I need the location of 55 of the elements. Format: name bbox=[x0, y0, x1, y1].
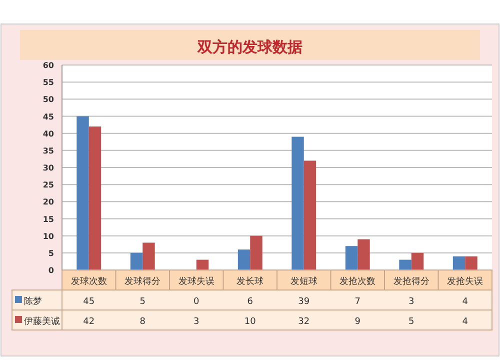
bar bbox=[345, 246, 358, 270]
legend-label: 伊藤美诚 bbox=[24, 316, 60, 327]
bar bbox=[130, 252, 143, 270]
bar bbox=[88, 126, 102, 270]
data-label: 3 bbox=[408, 297, 414, 307]
data-label: 6 bbox=[247, 297, 254, 307]
y-tick-label: 35 bbox=[42, 146, 54, 156]
data-label: 8 bbox=[140, 317, 146, 327]
x-tick-label: 发球次数 bbox=[70, 276, 107, 287]
data-label: 39 bbox=[298, 297, 310, 307]
y-tick-label: 45 bbox=[42, 112, 54, 122]
y-tick-label: 15 bbox=[42, 214, 54, 224]
data-label: 42 bbox=[83, 317, 95, 327]
y-tick-label: 20 bbox=[42, 198, 54, 207]
bar bbox=[304, 160, 316, 270]
x-tick-label: 发球失误 bbox=[178, 276, 214, 287]
bar bbox=[292, 136, 304, 270]
x-tick-label: 发短球 bbox=[290, 276, 318, 287]
bar bbox=[196, 260, 209, 270]
bar bbox=[411, 252, 424, 270]
x-tick-label: 发抢得分 bbox=[393, 276, 430, 287]
bar bbox=[76, 116, 89, 270]
data-label: 10 bbox=[244, 317, 256, 327]
x-tick-label: 发抢失误 bbox=[447, 276, 484, 287]
y-tick-label: 0 bbox=[48, 266, 54, 275]
y-tick-label: 10 bbox=[42, 232, 54, 241]
x-tick-label: 发球得分 bbox=[124, 276, 161, 287]
chart-title: 双方的发球数据 bbox=[196, 38, 302, 56]
data-label: 0 bbox=[194, 297, 200, 307]
bar bbox=[238, 250, 250, 270]
data-label: 7 bbox=[354, 297, 360, 307]
data-label: 4 bbox=[462, 317, 468, 327]
bar bbox=[358, 239, 370, 270]
y-tick-label: 40 bbox=[42, 129, 54, 138]
y-tick-label: 30 bbox=[42, 164, 54, 172]
data-label: 5 bbox=[140, 297, 146, 307]
legend-label: 陈梦 bbox=[24, 296, 42, 307]
data-label: 9 bbox=[354, 317, 361, 327]
data-label: 3 bbox=[194, 317, 200, 327]
data-label: 4 bbox=[462, 297, 468, 307]
y-tick-label: 60 bbox=[42, 61, 54, 70]
data-label: 45 bbox=[83, 297, 95, 307]
data-label: 32 bbox=[298, 317, 310, 327]
bar bbox=[142, 242, 155, 270]
bar bbox=[399, 260, 412, 270]
x-tick-label: 发长球 bbox=[236, 276, 264, 287]
y-tick-label: 55 bbox=[42, 78, 54, 88]
y-tick-label: 50 bbox=[42, 95, 54, 104]
data-label: 5 bbox=[408, 317, 414, 327]
bar bbox=[465, 256, 478, 270]
y-tick-label: 5 bbox=[48, 248, 54, 258]
bar bbox=[250, 236, 262, 270]
x-tick-label: 发抢次数 bbox=[340, 276, 376, 287]
bar bbox=[452, 256, 466, 270]
y-tick-label: 25 bbox=[42, 180, 54, 190]
